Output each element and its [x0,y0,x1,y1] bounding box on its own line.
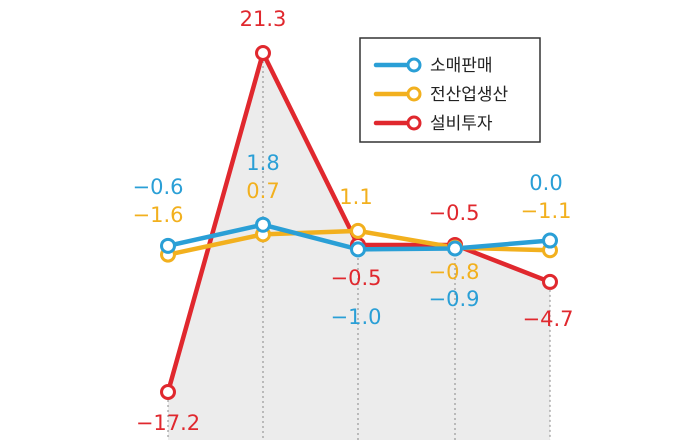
investment-point-1 [160,384,176,400]
production-label-4: −0.8 [429,260,480,284]
retail-label-4: −0.9 [429,287,480,311]
retail-point-2 [255,216,271,233]
series-points [160,45,558,400]
vertical-guides [167,61,551,440]
investment-label-1: −17.2 [136,411,200,435]
legend-marker-retail [406,57,422,73]
legend-label-investment: 설비투자 [430,114,493,134]
legend-label-retail: 소매판매 [430,56,493,76]
legend-marker-investment [406,115,422,131]
retail-label-1: −0.6 [133,175,184,199]
retail-point-4 [447,240,463,257]
data-labels: −0.6 1.8 −1.0 −0.9 0.0 −1.6 0.7 1.1 −0.8 −1.1 −17.… [133,7,574,435]
retail-label-3: −1.0 [331,305,382,329]
production-point-3 [350,222,366,239]
investment-point-5 [542,273,558,290]
retail-label-2: 1.8 [246,151,279,175]
retail-point-3 [350,241,366,258]
retail-label-5: 0.0 [529,171,562,195]
retail-point-1 [160,237,176,254]
production-label-1: −1.6 [133,203,184,227]
investment-label-4: −0.5 [429,201,480,225]
retail-point-5 [542,232,558,249]
investment-label-5: −4.7 [523,307,574,331]
production-label-2: 0.7 [246,179,279,203]
legend-marker-production [406,86,422,102]
investment-label-2: 21.3 [240,7,287,31]
production-label-5: −1.1 [521,199,572,223]
investment-label-3: −0.5 [331,266,382,290]
investment-point-2 [255,45,271,61]
legend-label-production: 전산업생산 [430,85,509,105]
production-label-3: 1.1 [339,185,372,209]
